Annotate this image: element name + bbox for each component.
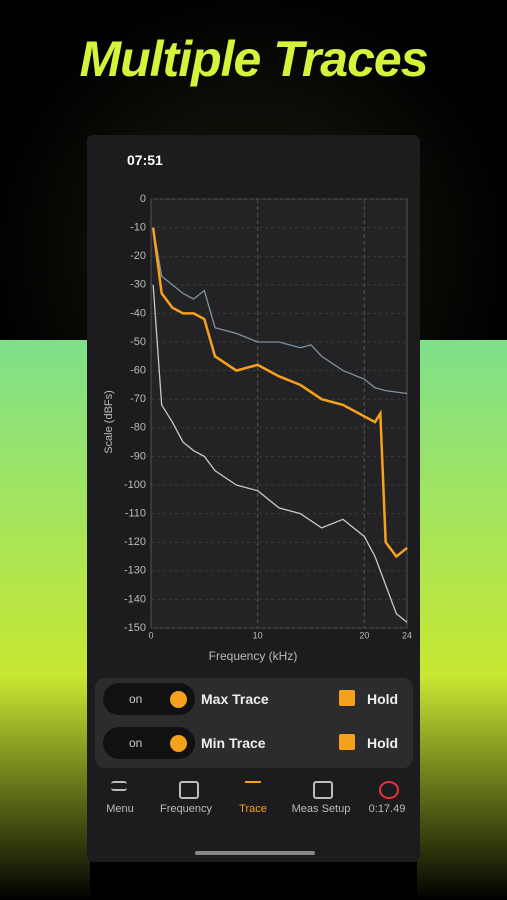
- home-indicator: [195, 851, 315, 855]
- trace-panel: on Max Trace Hold on Min Trace Hold: [95, 678, 413, 768]
- control-row: on Max Trace Hold: [103, 683, 403, 717]
- y-axis-label: Scale (dBFs): [103, 390, 115, 454]
- toggle-knob: [170, 691, 187, 708]
- phone: 07:51 Scale (dBFs) Frequency (kHz) 0 -10 -…: [87, 135, 420, 862]
- trace-line: [152, 284, 408, 623]
- frequency-icon: [179, 781, 199, 799]
- toggle-text: on: [129, 692, 143, 706]
- y-tick-label: -120: [124, 536, 146, 548]
- status-time: 07:51: [127, 152, 163, 168]
- y-tick-label: 0: [140, 193, 146, 205]
- x-tick-label: 20: [359, 630, 369, 640]
- trace-line: [151, 227, 408, 559]
- plot-area: [150, 198, 408, 629]
- toggle[interactable]: on: [103, 683, 195, 715]
- tab[interactable]: 0:17.49: [368, 803, 406, 815]
- toggle[interactable]: on: [103, 727, 195, 759]
- x-tick-label: 24: [402, 630, 412, 640]
- x-tick-label: 10: [253, 630, 263, 640]
- y-tick-label: -90: [130, 450, 146, 462]
- x-axis-label: Frequency (kHz): [209, 649, 298, 663]
- y-tick-label: -50: [130, 336, 146, 348]
- trace-icon: [245, 781, 261, 797]
- y-tick-label: -80: [130, 422, 146, 434]
- y-tick-label: -100: [124, 479, 146, 491]
- tab[interactable]: Menu: [106, 803, 134, 815]
- setup-icon: [313, 781, 333, 799]
- y-tick-label: -70: [130, 393, 146, 405]
- y-tick-label: -110: [125, 508, 146, 520]
- record-icon: [379, 781, 399, 799]
- decor: [417, 340, 507, 900]
- hold-label: Hold: [367, 735, 399, 751]
- checkbox[interactable]: [339, 734, 355, 750]
- checkbox[interactable]: [339, 690, 355, 706]
- toggle-knob: [170, 735, 187, 752]
- y-tick-label: -150: [124, 622, 146, 634]
- y-tick-label: -40: [130, 307, 146, 319]
- tab[interactable]: Frequency: [160, 803, 212, 815]
- tab[interactable]: Trace: [239, 803, 267, 815]
- y-tick-label: -10: [130, 222, 146, 234]
- y-tick-label: -140: [124, 593, 146, 605]
- decor: [0, 340, 90, 900]
- chart: Scale (dBFs) Frequency (kHz) 0 -10 -20 -30 -…: [103, 193, 412, 663]
- trace-label: Min Trace: [201, 735, 266, 751]
- x-tick-label: 0: [148, 630, 153, 640]
- trace-label: Max Trace: [201, 691, 269, 707]
- control-row: on Min Trace Hold: [103, 727, 403, 761]
- trace-line: [152, 227, 408, 395]
- tab[interactable]: Meas Setup: [291, 803, 351, 815]
- y-tick-label: -20: [130, 250, 146, 262]
- hold-label: Hold: [367, 691, 399, 707]
- menu-icon: [111, 781, 127, 791]
- y-tick-label: -30: [130, 279, 146, 291]
- toggle-text: on: [129, 736, 143, 750]
- y-tick-label: -130: [124, 565, 146, 577]
- headline: Multiple Traces: [79, 31, 428, 87]
- y-tick-label: -60: [130, 365, 146, 377]
